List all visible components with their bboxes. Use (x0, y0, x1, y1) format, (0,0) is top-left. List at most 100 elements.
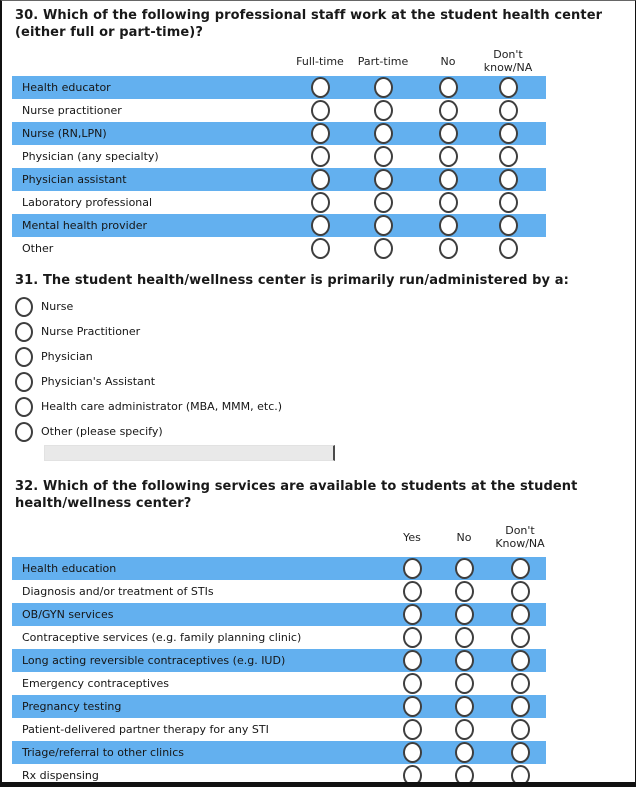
radio-q30-r6-c4[interactable] (498, 192, 518, 213)
table-row: Triage/referral to other clinics (12, 741, 546, 764)
radio-q32-r1-c3[interactable] (510, 558, 530, 579)
question-30-matrix: Full-time Part-time No Don't know/NA Health… (2, 46, 635, 260)
row-label: Patient-delivered partner therapy for an… (22, 723, 269, 736)
radio-q32-r6-c3[interactable] (510, 673, 530, 694)
radio-q30-r7-c3[interactable] (438, 215, 458, 236)
table-row: Rx dispensing (12, 764, 546, 782)
table-row: Pregnancy testing (12, 695, 546, 718)
q32-rows: Health education Diagnosis and/or treatme… (2, 557, 635, 782)
radio-q32-r2-c3[interactable] (510, 581, 530, 602)
table-row: Nurse (RN,LPN) (12, 122, 546, 145)
row-label: Emergency contraceptives (22, 677, 170, 690)
radio-q32-r5-c3[interactable] (510, 650, 530, 671)
radio-q30-r7-c1[interactable] (310, 215, 330, 236)
question-32: 32. Which of the following services are … (2, 478, 635, 782)
radio-q32-r4-c3[interactable] (510, 627, 530, 648)
radio-q32-r7-c3[interactable] (510, 696, 530, 717)
radio-q32-r10-c1[interactable] (402, 765, 422, 782)
radio-q30-r3-c3[interactable] (438, 123, 458, 144)
radio-q30-r4-c4[interactable] (498, 146, 518, 167)
row-label: Diagnosis and/or treatment of STIs (22, 585, 214, 598)
radio-q32-r6-c1[interactable] (402, 673, 422, 694)
radio-q31-option-1[interactable] (15, 296, 33, 317)
radio-q30-r1-c4[interactable] (498, 77, 518, 98)
radio-q30-r8-c1[interactable] (310, 238, 330, 259)
radio-q32-r5-c1[interactable] (402, 650, 422, 671)
radio-q32-r4-c2[interactable] (454, 627, 474, 648)
radio-q31-option-3[interactable] (15, 346, 33, 367)
radio-q30-r2-c4[interactable] (498, 100, 518, 121)
radio-q30-r3-c4[interactable] (498, 123, 518, 144)
radio-q32-r8-c3[interactable] (510, 719, 530, 740)
other-specify-input[interactable] (44, 445, 335, 461)
radio-q30-r5-c4[interactable] (498, 169, 518, 190)
radio-q30-r3-c2[interactable] (373, 123, 393, 144)
table-row: Laboratory professional (12, 191, 546, 214)
radio-q31-option-6[interactable] (15, 421, 33, 442)
row-label: Mental health provider (22, 219, 147, 232)
radio-q32-r8-c1[interactable] (402, 719, 422, 740)
radio-q30-r8-c2[interactable] (373, 238, 393, 259)
radio-q30-r3-c1[interactable] (310, 123, 330, 144)
q32-column-header-row: Yes No Don't Know/NA (2, 517, 635, 557)
radio-q30-r8-c3[interactable] (438, 238, 458, 259)
radio-q30-r5-c2[interactable] (373, 169, 393, 190)
radio-q30-r1-c3[interactable] (438, 77, 458, 98)
radio-q32-r2-c1[interactable] (402, 581, 422, 602)
radio-q32-r9-c2[interactable] (454, 742, 474, 763)
radio-q30-r6-c1[interactable] (310, 192, 330, 213)
radio-q32-r3-c1[interactable] (402, 604, 422, 625)
radio-q32-r9-c3[interactable] (510, 742, 530, 763)
table-row: OB/GYN services (12, 603, 546, 626)
radio-q30-r1-c2[interactable] (373, 77, 393, 98)
table-row: Physician (any specialty) (12, 145, 546, 168)
radio-q30-r4-c3[interactable] (438, 146, 458, 167)
radio-q30-r5-c1[interactable] (310, 169, 330, 190)
question-30-title: 30. Which of the following professional … (15, 8, 603, 40)
radio-q30-r2-c3[interactable] (438, 100, 458, 121)
row-label: Laboratory professional (22, 196, 153, 209)
radio-q32-r2-c2[interactable] (454, 581, 474, 602)
list-item: Other (please specify) (15, 419, 635, 444)
radio-q32-r5-c2[interactable] (454, 650, 474, 671)
question-32-title: 32. Which of the following services are … (15, 479, 578, 511)
radio-q30-r4-c2[interactable] (373, 146, 393, 167)
radio-q32-r10-c2[interactable] (454, 765, 474, 782)
radio-q32-r7-c1[interactable] (402, 696, 422, 717)
radio-q32-r7-c2[interactable] (454, 696, 474, 717)
radio-q31-option-2[interactable] (15, 321, 33, 342)
list-item: Health care administrator (MBA, MMM, etc… (15, 394, 635, 419)
row-label: Triage/referral to other clinics (22, 746, 185, 759)
radio-q32-r8-c2[interactable] (454, 719, 474, 740)
radio-q31-option-5[interactable] (15, 396, 33, 417)
radio-q31-option-4[interactable] (15, 371, 33, 392)
radio-q32-r6-c2[interactable] (454, 673, 474, 694)
radio-q30-r2-c2[interactable] (373, 100, 393, 121)
list-item: Nurse (15, 294, 635, 319)
radio-q32-r10-c3[interactable] (510, 765, 530, 782)
radio-q30-r6-c2[interactable] (373, 192, 393, 213)
option-label: Physician's Assistant (41, 375, 156, 388)
radio-q30-r8-c4[interactable] (498, 238, 518, 259)
list-item: Nurse Practitioner (15, 319, 635, 344)
radio-q32-r4-c1[interactable] (402, 627, 422, 648)
radio-q30-r5-c3[interactable] (438, 169, 458, 190)
radio-q30-r7-c4[interactable] (498, 215, 518, 236)
question-31: 31. The student health/wellness center i… (2, 272, 635, 461)
radio-q30-r1-c1[interactable] (310, 77, 330, 98)
radio-q30-r7-c2[interactable] (373, 215, 393, 236)
radio-q30-r4-c1[interactable] (310, 146, 330, 167)
radio-q32-r9-c1[interactable] (402, 742, 422, 763)
radio-q32-r3-c3[interactable] (510, 604, 530, 625)
table-row: Contraceptive services (e.g. family plan… (12, 626, 546, 649)
radio-q30-r6-c3[interactable] (438, 192, 458, 213)
row-label: Other (22, 242, 54, 255)
radio-q32-r1-c1[interactable] (402, 558, 422, 579)
radio-q30-r2-c1[interactable] (310, 100, 330, 121)
table-row: Physician assistant (12, 168, 546, 191)
radio-q32-r3-c2[interactable] (454, 604, 474, 625)
radio-q32-r1-c2[interactable] (454, 558, 474, 579)
table-row: Patient-delivered partner therapy for an… (12, 718, 546, 741)
table-row: Long acting reversible contraceptives (e… (12, 649, 546, 672)
option-label: Other (please specify) (41, 425, 163, 438)
